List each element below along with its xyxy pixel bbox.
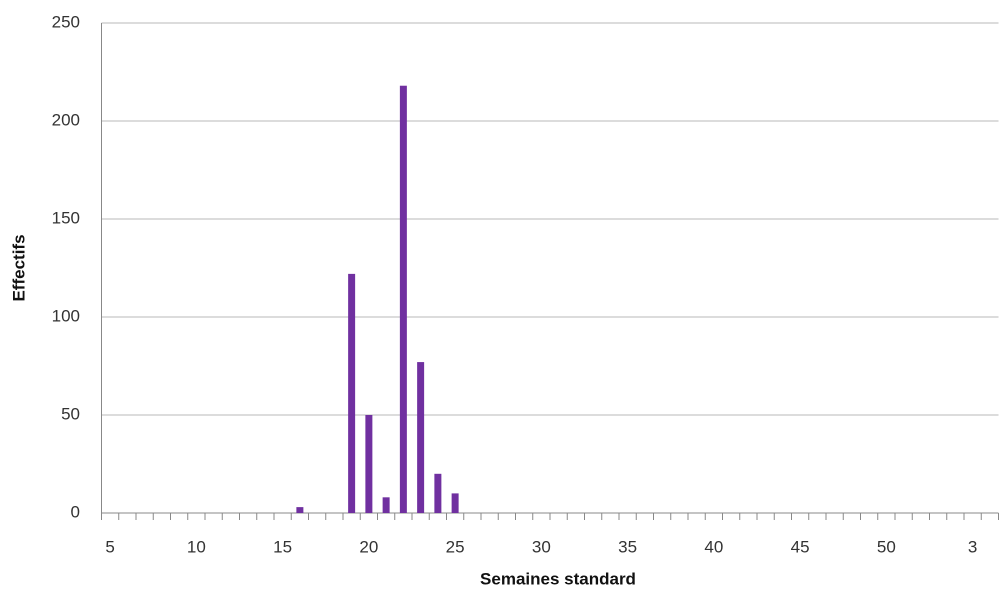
x-tick-label: 10 bbox=[187, 537, 206, 556]
y-tick-label: 200 bbox=[52, 110, 80, 129]
x-tick-label: 5 bbox=[105, 537, 114, 556]
x-tick-label: 25 bbox=[446, 537, 465, 556]
x-tick-label: 20 bbox=[359, 537, 378, 556]
y-tick-label: 250 bbox=[52, 12, 80, 31]
bar bbox=[434, 473, 442, 513]
x-tick-label: 15 bbox=[273, 537, 292, 556]
bar bbox=[382, 497, 390, 513]
x-tick-label: 3 bbox=[968, 537, 977, 556]
bar bbox=[399, 85, 407, 513]
y-tick-label: 150 bbox=[52, 208, 80, 227]
bar bbox=[348, 273, 356, 513]
x-tick-label: 30 bbox=[532, 537, 551, 556]
bar bbox=[451, 493, 459, 513]
bar bbox=[365, 415, 373, 513]
x-tick-label: 45 bbox=[791, 537, 810, 556]
x-axis-title: Semaines standard bbox=[480, 569, 636, 588]
bar bbox=[296, 507, 304, 513]
y-axis-title: Effectifs bbox=[9, 234, 28, 301]
y-tick-label: 50 bbox=[61, 404, 80, 423]
x-tick-label: 40 bbox=[704, 537, 723, 556]
x-tick-label: 35 bbox=[618, 537, 637, 556]
bar bbox=[417, 362, 425, 513]
y-tick-label: 0 bbox=[71, 502, 80, 521]
y-tick-label: 100 bbox=[52, 306, 80, 325]
x-tick-label: 50 bbox=[877, 537, 896, 556]
